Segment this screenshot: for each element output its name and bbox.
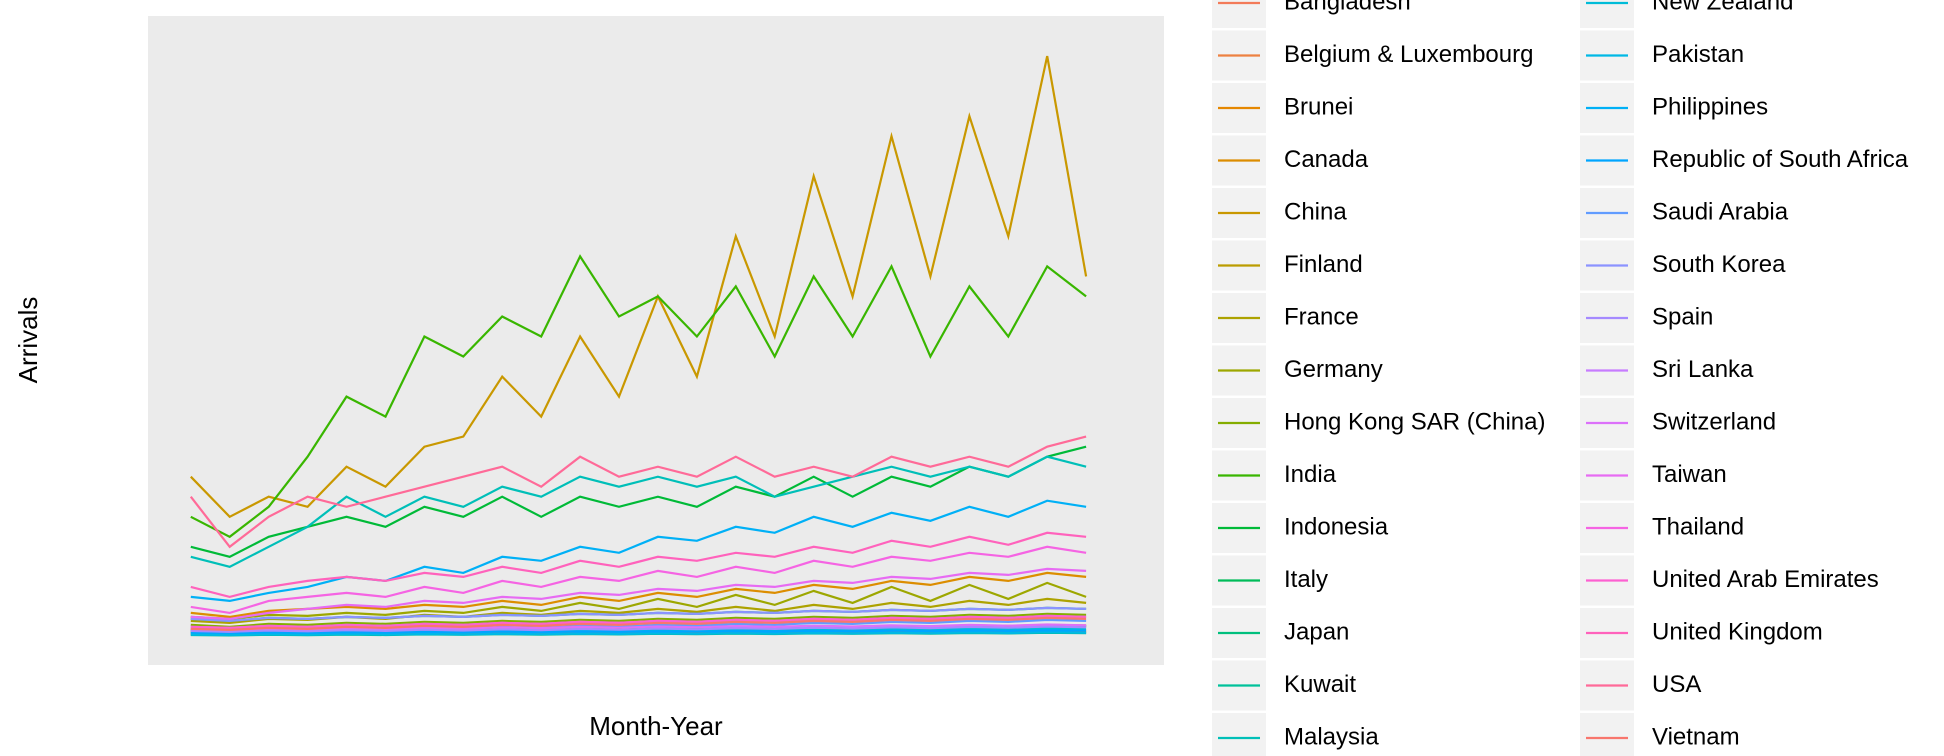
legend-label: Japan <box>1284 618 1349 645</box>
legend-label: New Zealand <box>1652 0 1793 15</box>
legend-label: Italy <box>1284 566 1328 593</box>
series-line <box>190 612 1087 629</box>
series-line <box>189 435 1087 549</box>
series-line <box>190 455 1087 568</box>
legend-label: Spain <box>1652 303 1713 330</box>
panel <box>148 16 1164 665</box>
legend-label: Switzerland <box>1652 408 1776 435</box>
legend-label: Malaysia <box>1284 723 1379 750</box>
series-line <box>190 606 1087 623</box>
legend-label: France <box>1284 303 1359 330</box>
legend-label: United Arab Emirates <box>1652 566 1879 593</box>
legend-label: Belgium & Luxembourg <box>1284 41 1533 68</box>
y-axis-title: Arrivals <box>13 297 43 384</box>
series-line <box>190 629 1087 635</box>
series-lines <box>189 55 1088 637</box>
legend-label: Thailand <box>1652 513 1744 540</box>
series-line <box>190 545 1087 615</box>
legend-key <box>1212 713 1266 756</box>
series-line <box>190 445 1087 558</box>
legend-label: Indonesia <box>1284 513 1389 540</box>
legend-label: Hong Kong SAR (China) <box>1284 408 1545 435</box>
legend-label: Bangladesh <box>1284 0 1411 15</box>
legend-label: Philippines <box>1652 93 1768 120</box>
series-line <box>190 614 1087 630</box>
legend-label: Pakistan <box>1652 41 1744 68</box>
legend-label: Finland <box>1284 251 1363 278</box>
legend-label: Germany <box>1284 356 1383 383</box>
legend-label: South Korea <box>1652 251 1786 278</box>
legend-key <box>1580 0 1634 28</box>
x-axis-title: Month-Year <box>589 711 723 741</box>
series-line <box>190 55 1088 519</box>
series-line <box>190 531 1087 599</box>
legend-label: Saudi Arabia <box>1652 198 1789 225</box>
legend-label: Vietnam <box>1652 723 1740 750</box>
series-line <box>190 581 1087 621</box>
legend-label: Brunei <box>1284 93 1353 120</box>
legend-label: United Kingdom <box>1652 618 1823 645</box>
legend-key <box>1212 0 1266 28</box>
legend-label: India <box>1284 461 1337 488</box>
legend-label: Kuwait <box>1284 671 1356 698</box>
legend-key <box>1580 713 1634 756</box>
legend-label: Taiwan <box>1652 461 1727 488</box>
legend-label: USA <box>1652 671 1701 698</box>
legend-label: Canada <box>1284 146 1369 173</box>
series-line <box>190 616 1087 632</box>
legend: Bangladesh Belgium & Luxembourg Brunei Cana… <box>1212 0 1909 756</box>
series-line <box>190 571 1087 619</box>
series-line <box>190 567 1087 621</box>
legend-label: Sri Lanka <box>1652 356 1754 383</box>
series-line <box>190 625 1087 633</box>
legend-label: China <box>1284 198 1347 225</box>
series-line <box>190 254 1087 539</box>
legend-label: Republic of South Africa <box>1652 146 1909 173</box>
series-line <box>190 631 1087 637</box>
